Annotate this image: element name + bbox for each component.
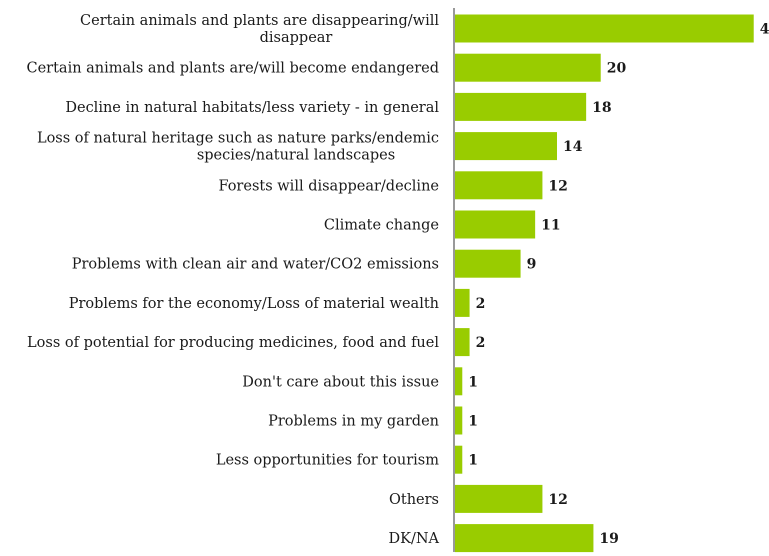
- data-label: 9: [527, 257, 537, 273]
- data-label: 19: [599, 531, 618, 547]
- category-label: disappear: [260, 30, 333, 46]
- data-label: 11: [541, 218, 560, 234]
- data-label: 2: [476, 335, 486, 351]
- data-label: 1: [468, 453, 478, 469]
- data-label: 18: [592, 100, 611, 116]
- category-label: Decline in natural habitats/less variety…: [65, 100, 439, 116]
- category-label: species/natural landscapes: [197, 148, 395, 164]
- category-label: Loss of potential for producing medicine…: [27, 335, 439, 351]
- data-label: 1: [468, 414, 478, 430]
- bar: [455, 524, 594, 553]
- data-label: 14: [563, 139, 583, 155]
- data-label: 20: [607, 61, 627, 77]
- category-label: Don't care about this issue: [242, 374, 439, 390]
- category-label: Problems in my garden: [268, 414, 439, 430]
- bar: [455, 249, 521, 278]
- bars-group: [455, 14, 754, 553]
- bar: [455, 445, 463, 474]
- category-label: Certain animals and plants are disappear…: [80, 13, 439, 29]
- data-label: 41: [760, 22, 769, 38]
- bar: [455, 328, 470, 357]
- bar: [455, 210, 536, 239]
- bar: [455, 288, 470, 317]
- category-label: Forests will disappear/decline: [218, 178, 439, 194]
- bar: [455, 53, 601, 82]
- data-label: 1: [468, 374, 478, 390]
- bar: [455, 406, 463, 435]
- bar: [455, 92, 587, 121]
- bar: [455, 132, 557, 161]
- category-label: Loss of natural heritage such as nature …: [37, 131, 439, 147]
- bar: [455, 367, 463, 396]
- data-label: 12: [548, 178, 567, 194]
- bar: [455, 484, 543, 513]
- category-label: Problems with clean air and water/CO2 em…: [72, 257, 439, 273]
- category-label: DK/NA: [388, 531, 439, 547]
- bar: [455, 171, 543, 200]
- category-label: Certain animals and plants are/will beco…: [27, 61, 440, 77]
- category-label: Climate change: [324, 218, 439, 234]
- category-labels-group: Certain animals and plants are disappear…: [27, 13, 440, 547]
- category-label: Less opportunities for tourism: [216, 453, 439, 469]
- category-label: Others: [389, 492, 439, 508]
- data-label: 12: [548, 492, 567, 508]
- category-label: Problems for the economy/Loss of materia…: [69, 296, 439, 312]
- value-labels-group: 4120181412119221111219: [468, 22, 769, 548]
- bar: [455, 14, 754, 43]
- data-label: 2: [476, 296, 486, 312]
